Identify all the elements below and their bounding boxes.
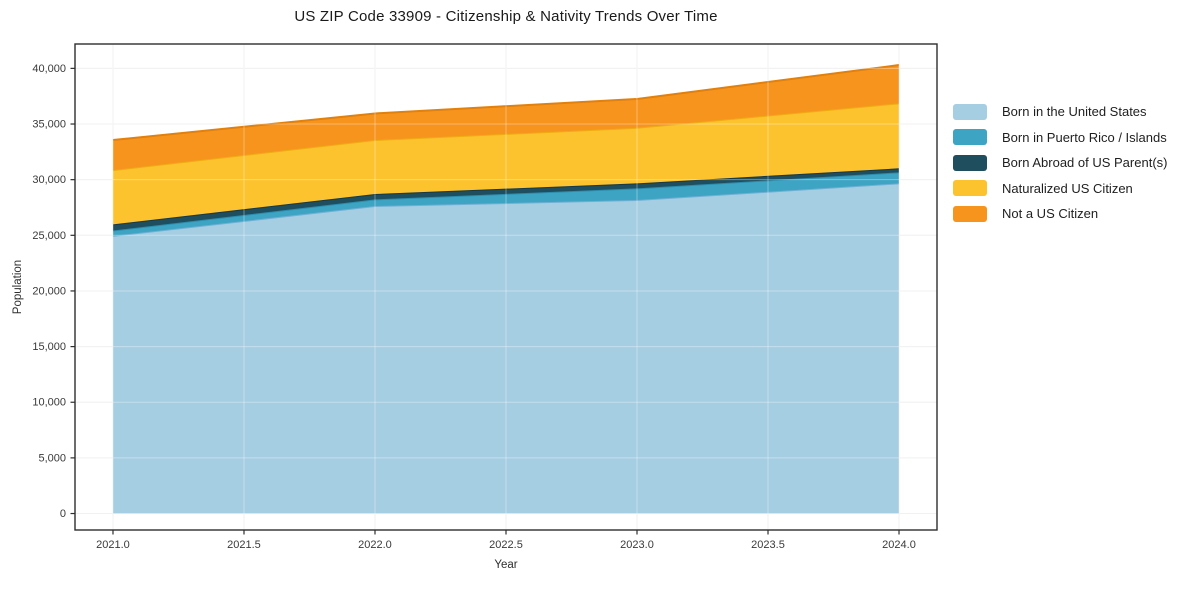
legend-item: Born in the United States [953, 99, 1167, 125]
x-tick-label: 2022.5 [489, 539, 523, 551]
legend-label: Born in the United States [1002, 104, 1147, 120]
chart-title: US ZIP Code 33909 - Citizenship & Nativi… [294, 8, 718, 25]
x-axis-label: Year [494, 559, 518, 571]
legend-label: Born Abroad of US Parent(s) [1002, 155, 1168, 171]
y-tick-label: 5,000 [38, 452, 66, 464]
area-edge-series-4 [112, 64, 900, 142]
legend: Born in the United States Born in Puerto… [953, 99, 1167, 227]
axis-ticks [70, 67, 900, 535]
area-series-2 [112, 168, 900, 231]
area-series-0 [112, 183, 900, 514]
legend-swatch-puerto-rico [953, 129, 987, 146]
legend-item: Naturalized US Citizen [953, 176, 1167, 202]
legend-item: Born in Puerto Rico / Islands [953, 125, 1167, 151]
x-tick-label: 2023.5 [751, 539, 785, 551]
legend-swatch-not-citizen [953, 205, 987, 222]
x-tick-label: 2021.0 [96, 539, 130, 551]
legend-item: Born Abroad of US Parent(s) [953, 150, 1167, 176]
legend-swatch-naturalized [953, 180, 987, 197]
area-series-1 [112, 172, 900, 236]
x-tick-label: 2021.5 [227, 539, 261, 551]
y-tick-label: 25,000 [32, 230, 66, 242]
legend-item: Not a US Citizen [953, 201, 1167, 227]
y-tick-label: 10,000 [32, 397, 66, 409]
y-tick-label: 35,000 [32, 119, 66, 131]
legend-swatch-born-us [953, 103, 987, 120]
x-tick-label: 2024.0 [882, 539, 916, 551]
y-tick-label: 40,000 [32, 63, 66, 75]
legend-label: Naturalized US Citizen [1002, 180, 1133, 196]
y-tick-label: 30,000 [32, 174, 66, 186]
stacked-areas [112, 64, 900, 514]
legend-label: Not a US Citizen [1002, 206, 1099, 222]
y-axis-label: Population [12, 259, 24, 315]
axis-tick-labels: 2021.0 2021.5 2022.0 2022.5 2023.0 2023.5 2024… [32, 63, 915, 551]
x-tick-label: 2023.0 [620, 539, 654, 551]
legend-label: Born in Puerto Rico / Islands [1002, 129, 1167, 145]
y-tick-label: 15,000 [32, 341, 66, 353]
x-tick-label: 2022.0 [358, 539, 392, 551]
y-tick-label: 0 [60, 508, 66, 520]
gridlines-over [75, 44, 937, 530]
area-series-3 [112, 103, 900, 225]
y-tick-label: 20,000 [32, 285, 66, 297]
legend-swatch-born-abroad [953, 154, 987, 171]
